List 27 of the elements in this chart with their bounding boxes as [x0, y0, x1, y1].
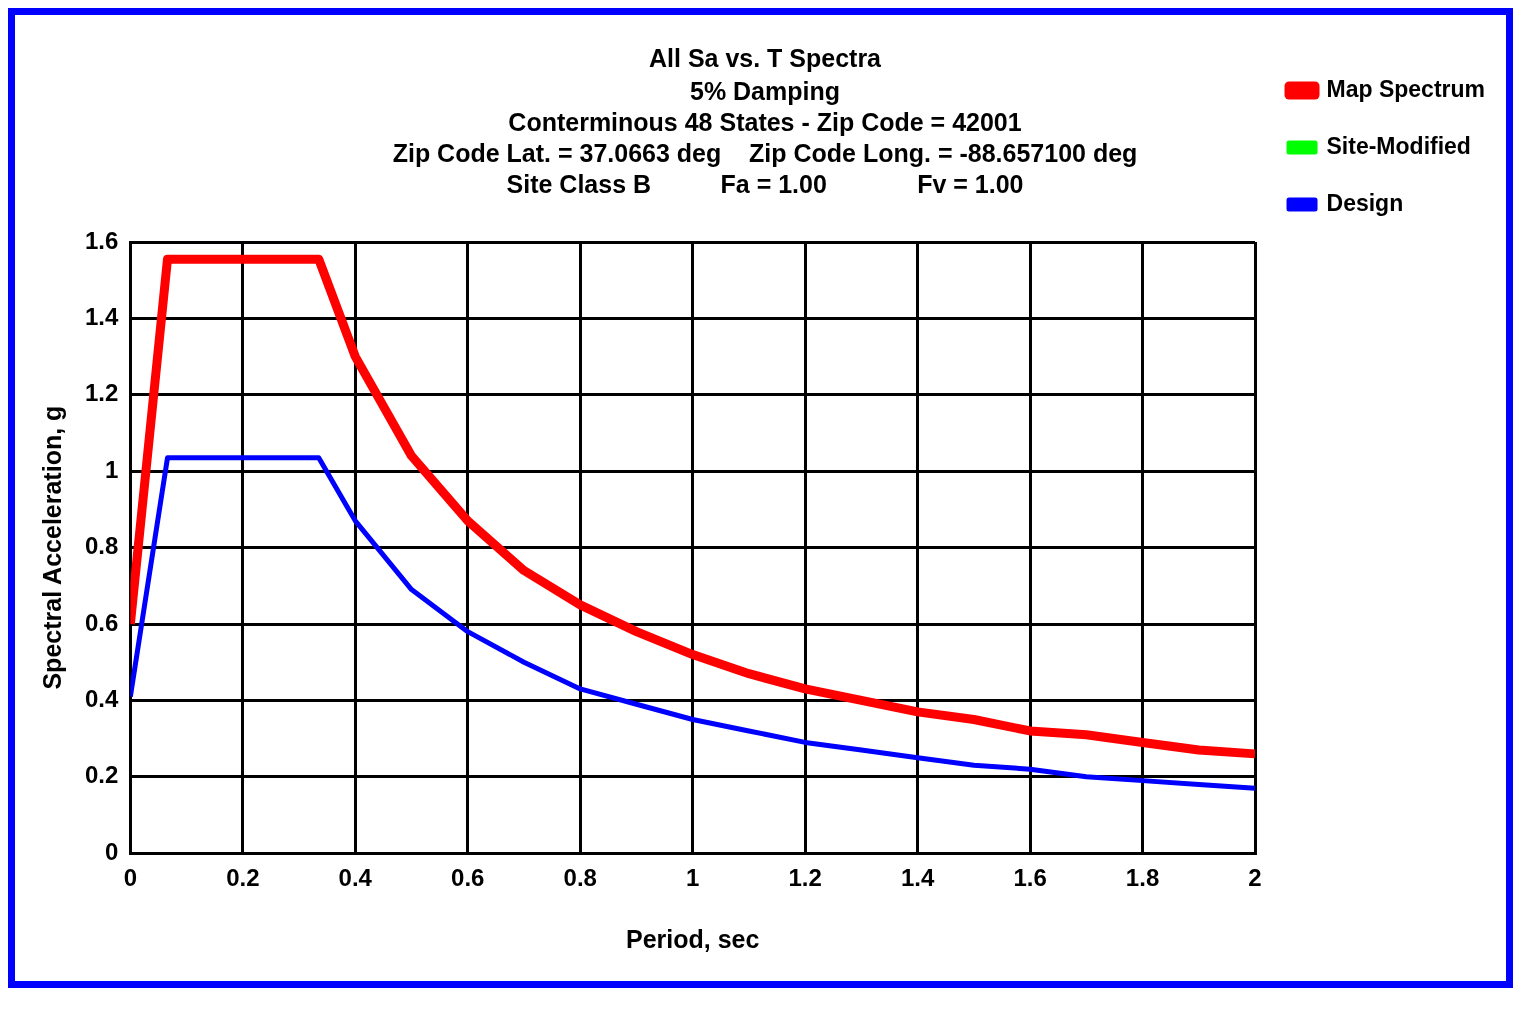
x-tick-label: 0.4: [338, 864, 373, 892]
y-tick-label: 1: [105, 455, 119, 483]
y-tick-label: 0: [105, 837, 119, 865]
x-tick-label: 1.8: [1125, 864, 1160, 892]
x-tick-label: 2: [1248, 864, 1262, 892]
y-axis-title: Spectral Acceleration, g: [37, 405, 66, 690]
x-tick-label: 1: [686, 864, 700, 892]
x-tick-label: 0.8: [563, 864, 597, 892]
y-tick-label: 0.6: [84, 608, 119, 636]
chart-title: All Sa vs. T Spectra: [648, 43, 883, 72]
y-tick-label: 0.4: [84, 685, 119, 713]
x-axis-title: Period, sec: [625, 924, 760, 953]
chart-subtitle: 5% Damping Conterminous 48 States - Zip Code = 42001 Zip Code Lat. = 37.0663 deg Zip Code Long. = -88.657100 deg Site Class B Fa = 1.00 Fv = 1.00: [392, 76, 1138, 199]
legend-label: Site-Modified: [1326, 132, 1471, 159]
y-tick-label: 1.2: [84, 379, 119, 407]
x-tick-label: 1.4: [900, 864, 935, 892]
y-tick-label: 0.8: [84, 532, 119, 560]
y-tick-label: 0.2: [84, 761, 119, 789]
x-tick-label: 0.6: [451, 864, 485, 892]
legend-label: Design: [1326, 189, 1404, 216]
y-tick-label: 1.4: [84, 303, 119, 331]
x-tick-label: 0: [123, 864, 138, 892]
legend-label: Map Spectrum: [1326, 75, 1486, 102]
x-tick-label: 0.2: [226, 864, 260, 892]
x-tick-label: 1.6: [1013, 864, 1047, 892]
y-tick-label: 1.6: [84, 226, 119, 254]
x-tick-label: 1.2: [788, 864, 822, 892]
